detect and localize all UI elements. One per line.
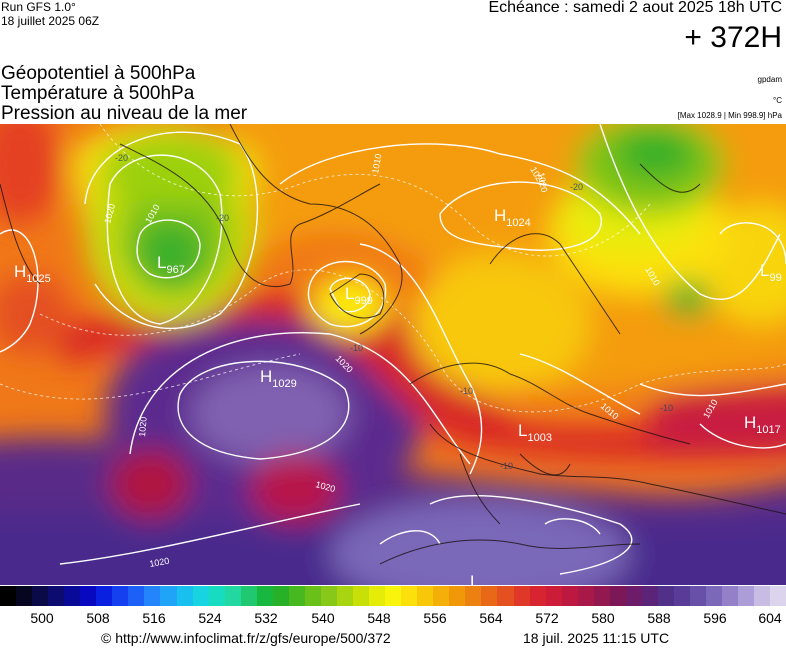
isobar-label: 1020 bbox=[536, 172, 549, 193]
color-scale-swatch bbox=[176, 586, 193, 606]
color-scale-swatch bbox=[465, 586, 482, 606]
color-scale-swatch bbox=[497, 586, 514, 606]
generation-timestamp: 18 juil. 2025 11:15 UTC bbox=[523, 630, 670, 646]
color-scale-tick: 580 bbox=[591, 610, 615, 626]
pressure-range: [Max 1028.9 | Min 998.9] hPa bbox=[677, 111, 782, 120]
temperature-label: -10 bbox=[460, 386, 473, 396]
color-scale-swatch bbox=[401, 586, 418, 606]
unit-gpdam: gpdam bbox=[757, 75, 782, 84]
copyright-url[interactable]: © http://www.infoclimat.fr/z/gfs/europe/… bbox=[101, 630, 391, 646]
color-scale-tick: 516 bbox=[142, 610, 166, 626]
echeance-label: Echéance : samedi 2 aout 2025 18h UTC bbox=[488, 0, 782, 16]
color-scale-tick: 596 bbox=[703, 610, 727, 626]
color-scale-tick: 556 bbox=[423, 610, 447, 626]
color-scale-tick: 508 bbox=[86, 610, 110, 626]
color-scale-swatch bbox=[320, 586, 337, 606]
color-scale-swatch bbox=[690, 586, 707, 606]
temperature-label: -20 bbox=[570, 182, 583, 192]
color-scale-tick: 500 bbox=[30, 610, 54, 626]
color-scale-tick: 548 bbox=[367, 610, 391, 626]
weather-map: H1025 L967 L999 H1024 L99 H1029 L1003 H1… bbox=[0, 124, 786, 585]
color-scale-tick: 540 bbox=[311, 610, 335, 626]
color-scale-swatch bbox=[577, 586, 594, 606]
color-scale-swatch bbox=[770, 586, 786, 606]
color-scale-tick: 588 bbox=[647, 610, 671, 626]
color-scale-tick: 604 bbox=[758, 610, 782, 626]
color-scale-tick: 524 bbox=[198, 610, 222, 626]
color-scale-swatch bbox=[625, 586, 642, 606]
color-scale-swatch bbox=[545, 586, 562, 606]
color-scale-swatch bbox=[112, 586, 129, 606]
color-scale-swatch bbox=[224, 586, 241, 606]
color-scale-swatch bbox=[0, 586, 17, 606]
color-scale-swatch bbox=[481, 586, 498, 606]
low-center-sahara: L bbox=[470, 572, 479, 585]
color-scale-swatch bbox=[16, 586, 33, 606]
isobar-label: 1020 bbox=[137, 416, 149, 437]
color-scale-swatch bbox=[754, 586, 771, 606]
color-scale-swatch bbox=[96, 586, 113, 606]
color-scale-swatch bbox=[240, 586, 257, 606]
color-scale-swatch bbox=[64, 586, 81, 606]
color-scale-swatch bbox=[593, 586, 610, 606]
color-scale-swatch bbox=[272, 586, 289, 606]
temperature-label: -10 bbox=[350, 343, 363, 353]
isobar-label: 1020 bbox=[149, 556, 170, 569]
model-run-label: Run GFS 1.0° bbox=[1, 0, 76, 14]
color-scale-swatch bbox=[304, 586, 321, 606]
color-scale-swatch bbox=[513, 586, 530, 606]
color-scale-bar bbox=[0, 586, 786, 606]
isobar-label: 1010 bbox=[370, 153, 383, 174]
color-scale-swatch bbox=[561, 586, 578, 606]
color-scale-swatch bbox=[369, 586, 386, 606]
color-scale-swatch bbox=[449, 586, 466, 606]
temperature-label: -20 bbox=[216, 213, 229, 223]
color-scale-swatch bbox=[336, 586, 354, 606]
parameter-pressure: Pression au niveau de la mer bbox=[1, 103, 248, 124]
color-scale-swatch bbox=[160, 586, 177, 606]
color-scale-swatch bbox=[32, 586, 49, 606]
color-scale-swatch bbox=[256, 586, 273, 606]
color-scale-swatch bbox=[353, 586, 370, 606]
color-scale-swatch bbox=[80, 586, 97, 606]
parameter-geopotential: Géopotentiel à 500hPa bbox=[1, 63, 196, 84]
color-scale-swatch bbox=[433, 586, 450, 606]
color-scale-swatch bbox=[417, 586, 434, 606]
color-scale-swatch bbox=[738, 586, 755, 606]
parameter-temperature: Température à 500hPa bbox=[1, 83, 195, 104]
color-scale-swatch bbox=[641, 586, 658, 606]
isobars bbox=[0, 124, 786, 575]
color-scale-swatch bbox=[208, 586, 225, 606]
color-scale-swatch bbox=[657, 586, 674, 606]
color-scale-swatch bbox=[144, 586, 161, 606]
color-scale-swatch bbox=[609, 586, 626, 606]
color-scale-tick: 572 bbox=[535, 610, 559, 626]
color-scale-swatch bbox=[48, 586, 65, 606]
color-scale-swatch bbox=[722, 586, 739, 606]
lead-time-label: + 372H bbox=[684, 21, 782, 54]
color-scale-swatch bbox=[706, 586, 723, 606]
color-scale-tick: 564 bbox=[479, 610, 503, 626]
color-scale-swatch bbox=[529, 586, 546, 606]
temperature-contours bbox=[0, 124, 786, 413]
temperature-label: -10 bbox=[660, 403, 673, 413]
color-scale-tick: 532 bbox=[254, 610, 278, 626]
coastlines bbox=[0, 124, 786, 565]
temperature-labels: -20 -20 -20 -10 -10 -10 -10 bbox=[115, 153, 673, 471]
color-scale-swatch bbox=[192, 586, 209, 606]
run-date-label: 18 juillet 2025 06Z bbox=[1, 14, 100, 28]
color-scale-swatch bbox=[673, 586, 691, 606]
color-scale-ticks: 500 508 516 524 532 540 548 556 564 572 580 588 596 6… bbox=[0, 610, 786, 626]
unit-celsius: °C bbox=[773, 96, 782, 105]
color-scale-swatch bbox=[385, 586, 402, 606]
temperature-label: -10 bbox=[500, 461, 513, 471]
temperature-label: -20 bbox=[115, 153, 128, 163]
color-scale-swatch bbox=[288, 586, 305, 606]
color-scale-swatch bbox=[128, 586, 145, 606]
